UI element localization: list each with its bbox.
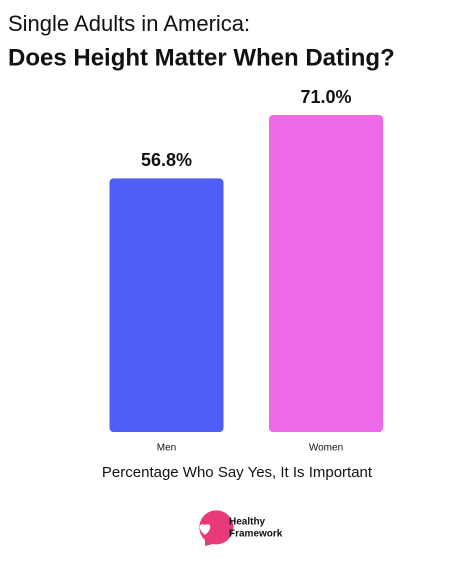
logo-icon bbox=[199, 510, 234, 546]
brand-line: Healthy bbox=[229, 517, 266, 528]
value-label: 56.8% bbox=[141, 150, 192, 170]
chart-subtitle: Does Height Matter When Dating? bbox=[8, 44, 395, 71]
x-tick-label: Men bbox=[157, 443, 176, 454]
value-label: 71.0% bbox=[300, 87, 351, 107]
logo: Healthy Framework bbox=[199, 510, 283, 546]
logo-heart bbox=[199, 524, 211, 535]
bar bbox=[109, 178, 224, 432]
bar bbox=[269, 115, 383, 432]
x-axis-label: Percentage Who Say Yes, It Is Important bbox=[102, 464, 373, 481]
brand-line: Framework bbox=[229, 529, 283, 540]
chart-title: Single Adults in America: bbox=[8, 11, 250, 36]
x-tick-label: Women bbox=[309, 443, 343, 454]
